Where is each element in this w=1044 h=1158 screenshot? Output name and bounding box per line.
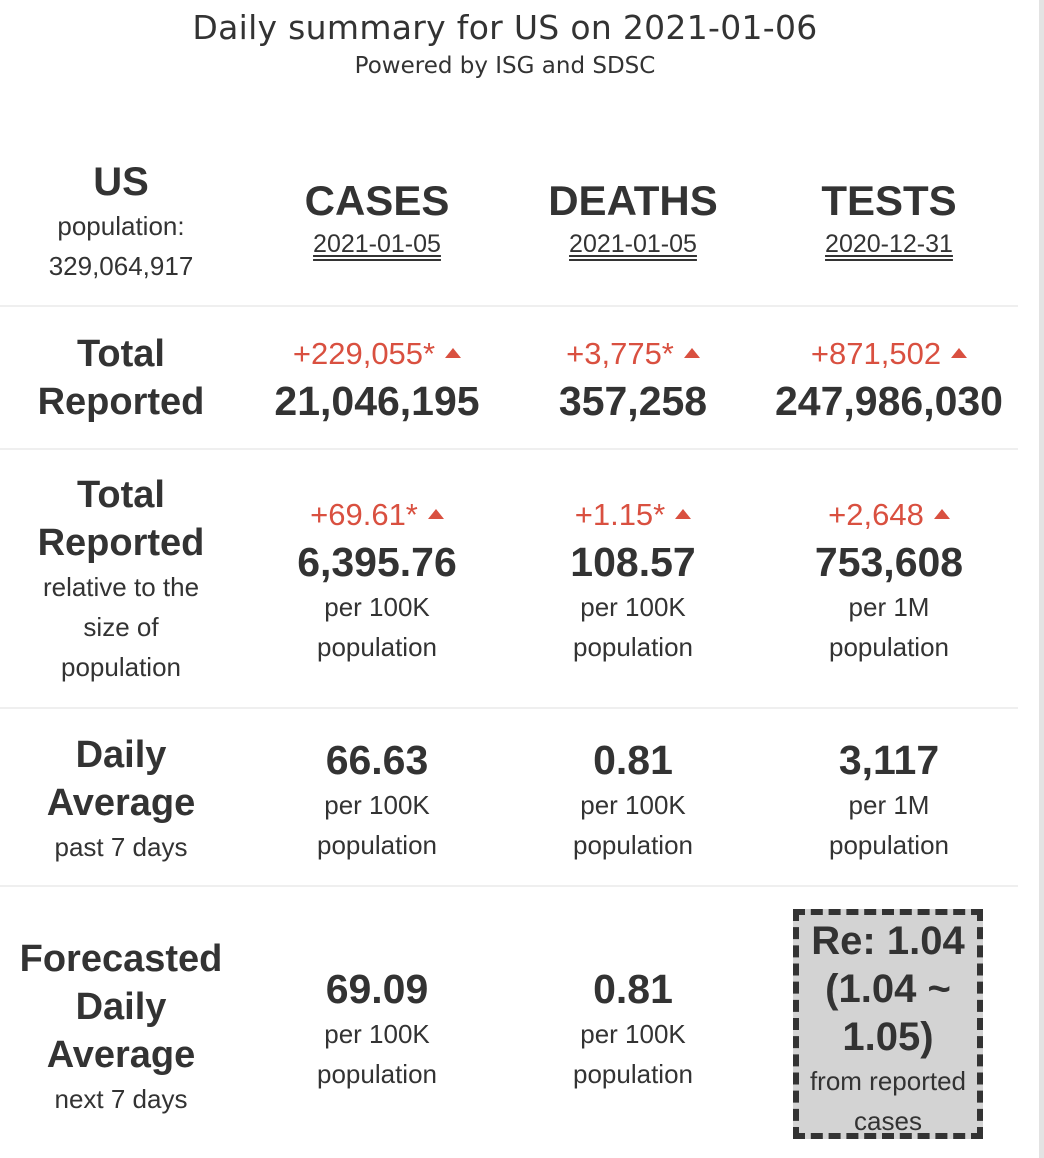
relative-cases-cell: +69.61* 6,395.76 per 100K population <box>252 493 502 667</box>
tests-relative-value: 753,608 <box>814 539 964 585</box>
cases-delta: +229,055* <box>252 332 502 376</box>
cases-relative-value: 6,395.76 <box>297 539 457 585</box>
cases-daily-value: 66.63 <box>325 737 429 783</box>
row-label-line: Reported <box>37 522 205 564</box>
total-tests-cell: +871,502 247,986,030 <box>764 332 1014 426</box>
unit-label: population <box>317 1059 437 1089</box>
triangle-up-icon <box>933 508 950 519</box>
unit-label: population <box>317 830 437 860</box>
row-label-line: Total <box>77 333 165 375</box>
row-divider <box>0 448 1018 450</box>
deaths-forecast-value: 0.81 <box>593 966 673 1012</box>
unit-label: per 100K <box>580 1019 686 1049</box>
population-value: 329,064,917 <box>48 251 194 281</box>
page-title: Daily summary for US on 2021-01-06 <box>192 8 818 47</box>
daily-deaths-cell: 0.81 per 100K population <box>508 735 758 865</box>
triangle-up-icon <box>683 347 700 358</box>
row-sublabel-line: past 7 days <box>54 832 188 862</box>
forecast-cases-cell: 69.09 per 100K population <box>252 964 502 1094</box>
row-label-line: Total <box>77 474 165 516</box>
unit-label: population <box>829 830 949 860</box>
deaths-label: DEATHS <box>548 177 718 224</box>
cases-column-header: CASES 2021-01-05 <box>252 178 502 264</box>
re-value: Re: 1.04 <box>811 919 965 963</box>
cases-relative-delta: +69.61* <box>252 493 502 537</box>
re-note-line: cases <box>854 1106 922 1136</box>
region-header: US population: 329,064,917 <box>0 158 242 286</box>
unit-label: per 1M <box>848 790 930 820</box>
deaths-column-header: DEATHS 2021-01-05 <box>508 178 758 264</box>
row-sublabel-line: relative to the <box>42 572 200 602</box>
row-label-line: Average <box>46 782 196 824</box>
tests-delta: +871,502 <box>764 332 1014 376</box>
tests-daily-value: 3,117 <box>838 737 940 783</box>
cases-date-link[interactable]: 2021-01-05 <box>313 230 441 258</box>
relative-label: Total Reported relative to the size of p… <box>0 471 242 687</box>
unit-label: population <box>317 632 437 662</box>
row-divider <box>0 707 1018 709</box>
daily-average-label: Daily Average past 7 days <box>0 731 242 867</box>
row-label-line: Forecasted <box>19 938 223 980</box>
row-sublabel-line: next 7 days <box>54 1084 188 1114</box>
daily-tests-cell: 3,117 per 1M population <box>764 735 1014 865</box>
deaths-date-link[interactable]: 2021-01-05 <box>569 230 697 258</box>
forecast-label: Forecasted Daily Average next 7 days <box>0 935 280 1119</box>
relative-tests-cell: +2,648 753,608 per 1M population <box>764 493 1014 667</box>
unit-label: per 100K <box>580 790 686 820</box>
row-label-line: Daily <box>75 734 167 776</box>
population-label: population: <box>57 211 185 241</box>
row-label-line: Daily <box>75 986 167 1028</box>
page-scrollbar[interactable] <box>1039 0 1044 1158</box>
tests-total-value: 247,986,030 <box>774 378 1003 424</box>
total-reported-label: Total Reported <box>0 330 242 426</box>
cases-forecast-value: 69.09 <box>325 966 429 1012</box>
re-note-line: from reported <box>809 1066 967 1096</box>
row-label-line: Reported <box>37 381 205 423</box>
deaths-daily-value: 0.81 <box>593 737 673 783</box>
page-subtitle: Powered by ISG and SDSC <box>354 53 656 79</box>
unit-label: population <box>829 632 949 662</box>
unit-label: population <box>573 1059 693 1089</box>
unit-label: per 1M <box>848 592 930 622</box>
row-divider <box>0 885 1018 887</box>
region-name: US <box>93 160 149 204</box>
row-sublabel-line: population <box>61 652 181 682</box>
row-label-line: Average <box>46 1034 196 1076</box>
deaths-relative-delta: +1.15* <box>508 493 758 537</box>
re-estimate-box: Re: 1.04 (1.04 ~ 1.05) from reported cas… <box>793 909 983 1139</box>
unit-label: per 100K <box>324 1019 430 1049</box>
tests-relative-delta: +2,648 <box>764 493 1014 537</box>
tests-label: TESTS <box>821 177 957 224</box>
deaths-relative-value: 108.57 <box>570 539 696 585</box>
triangle-up-icon <box>675 508 692 519</box>
row-divider <box>0 305 1018 307</box>
unit-label: population <box>573 632 693 662</box>
cases-label: CASES <box>304 177 450 224</box>
deaths-delta: +3,775* <box>508 332 758 376</box>
total-cases-cell: +229,055* 21,046,195 <box>252 332 502 426</box>
total-deaths-cell: +3,775* 357,258 <box>508 332 758 426</box>
forecast-deaths-cell: 0.81 per 100K population <box>508 964 758 1094</box>
tests-date-link[interactable]: 2020-12-31 <box>825 230 953 258</box>
triangle-up-icon <box>951 347 968 358</box>
unit-label: population <box>573 830 693 860</box>
re-range-line: (1.04 ~ <box>825 967 951 1011</box>
unit-label: per 100K <box>324 592 430 622</box>
row-sublabel-line: size of <box>83 612 159 642</box>
cases-total-value: 21,046,195 <box>274 378 480 424</box>
tests-column-header: TESTS 2020-12-31 <box>764 178 1014 264</box>
unit-label: per 100K <box>580 592 686 622</box>
relative-deaths-cell: +1.15* 108.57 per 100K population <box>508 493 758 667</box>
triangle-up-icon <box>445 347 462 358</box>
unit-label: per 100K <box>324 790 430 820</box>
daily-cases-cell: 66.63 per 100K population <box>252 735 502 865</box>
triangle-up-icon <box>427 508 444 519</box>
re-range-line: 1.05) <box>842 1015 934 1059</box>
deaths-total-value: 357,258 <box>558 378 708 424</box>
